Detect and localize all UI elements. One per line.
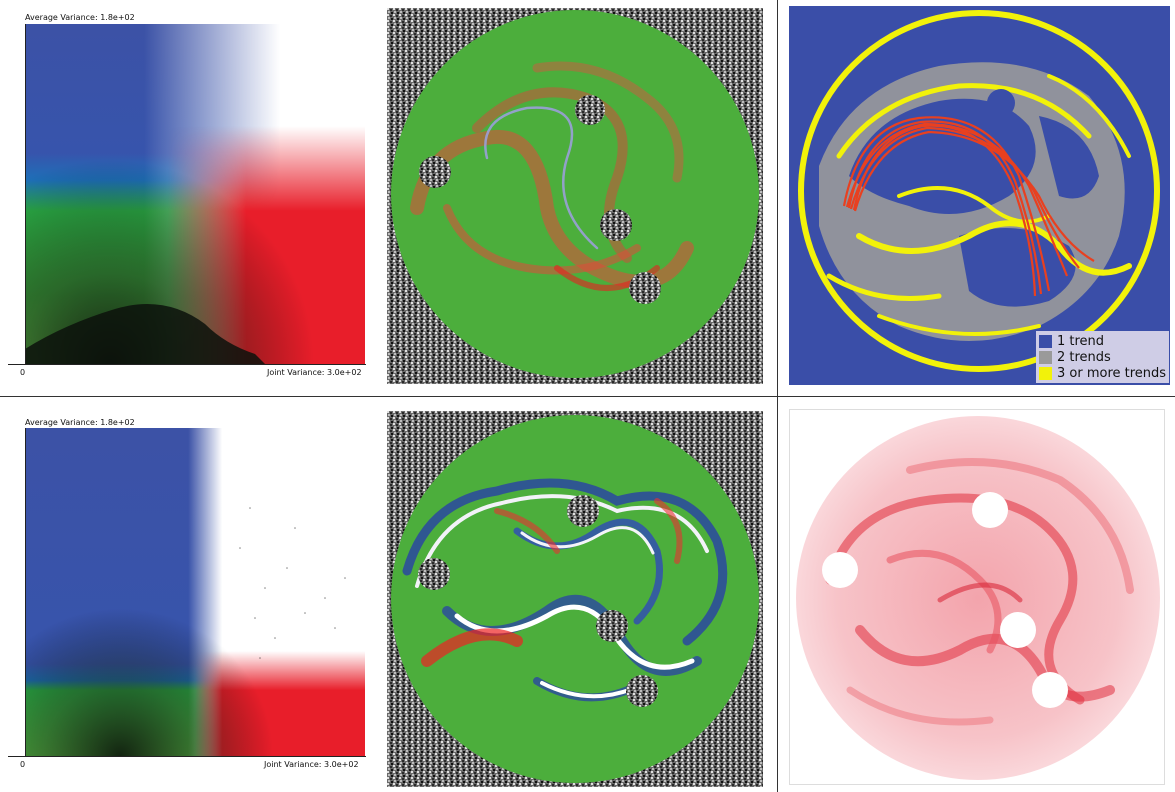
legend-item: 3 or more trends [1036,365,1169,381]
legend-swatch-gray [1039,350,1052,364]
colormap-image [25,428,365,756]
colormap-image [25,24,365,364]
legend-swatch-yellow [1039,366,1052,380]
trend-legend: 1 trend 2 trends 3 or more trends [1036,331,1169,383]
x-axis-label: Joint Variance: 3.0e+02 [264,760,359,769]
x-axis-origin: 0 [20,368,26,377]
legend-label: 3 or more trends [1057,365,1167,381]
trend-count-map [789,6,1170,385]
x-axis-label: Joint Variance: 3.0e+02 [267,368,362,377]
vertical-separator [777,0,778,792]
legend-swatch-blue [1039,334,1052,348]
y-axis-label: Average Variance: 1.8e+02 [25,13,135,22]
density-map [789,409,1165,785]
flow-visualization-bottom [387,411,763,787]
legend-label: 1 trend [1057,333,1105,349]
y-axis-line [25,24,26,365]
x-axis-line [8,756,366,757]
legend-item: 1 trend [1036,333,1169,349]
x-axis-line [8,364,366,365]
x-axis-origin: 0 [20,760,26,769]
y-axis-line [25,428,26,757]
horizontal-separator [0,396,1175,397]
legend-item: 2 trends [1036,349,1169,365]
y-axis-label: Average Variance: 1.8e+02 [25,418,135,427]
flow-visualization-top [387,8,763,384]
legend-label: 2 trends [1057,349,1111,365]
